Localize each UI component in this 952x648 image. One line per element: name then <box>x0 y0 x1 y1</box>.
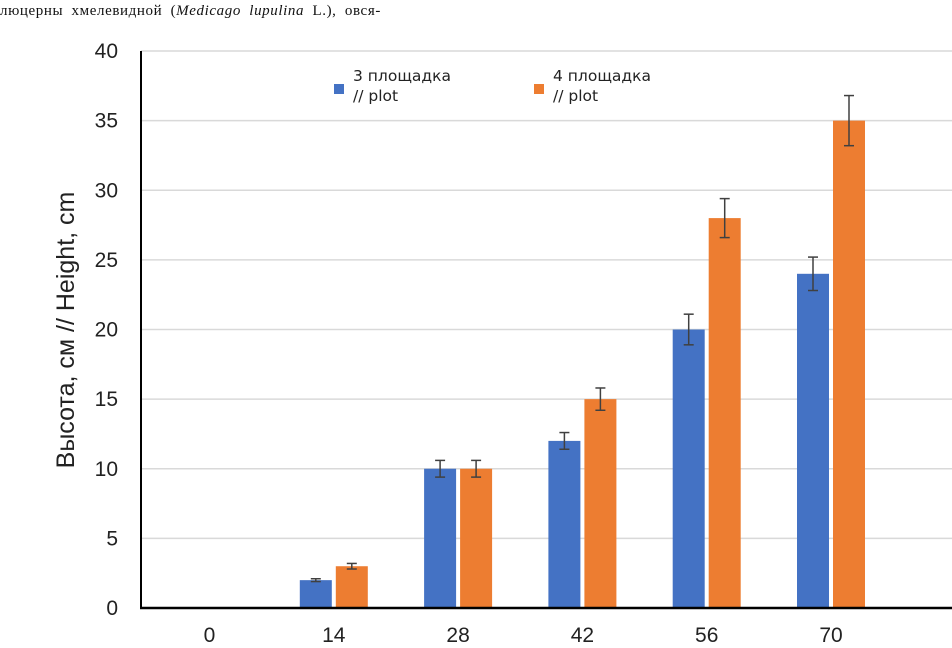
y-tick-label: 0 <box>106 597 118 620</box>
legend-swatch <box>334 84 344 94</box>
caption-suffix: L.), овся- <box>304 3 381 19</box>
y-tick-label: 20 <box>95 319 118 342</box>
gridlines <box>141 50 952 540</box>
error-bars <box>310 94 854 583</box>
legend-label: 4 площадка <box>553 67 651 85</box>
y-tick-labels: 0 5 10 15 20 25 30 35 40 <box>95 40 118 620</box>
y-tick-label: 25 <box>95 249 118 272</box>
y-tick-label: 30 <box>95 179 118 202</box>
bar <box>672 329 705 608</box>
document-caption-text: люцерны хмелевидной (Medicago lupulina L… <box>0 0 952 26</box>
x-tick-label: 28 <box>446 624 469 647</box>
bar <box>424 468 457 608</box>
x-tick-label: 42 <box>571 624 594 647</box>
y-tick-label: 10 <box>95 458 118 481</box>
caption-prefix: люцерны хмелевидной ( <box>0 3 177 19</box>
legend-swatch <box>534 84 544 94</box>
caption-species-name: Medicago lupulina <box>176 3 305 19</box>
bar <box>708 218 741 608</box>
x-tick-label: 0 <box>204 624 216 647</box>
axes <box>140 51 952 610</box>
y-tick-label: 35 <box>95 110 118 133</box>
bar <box>584 399 617 608</box>
bar <box>548 440 581 608</box>
x-tick-labels: 0 14 28 42 56 70 <box>204 624 843 647</box>
y-tick-label: 40 <box>95 40 118 63</box>
x-tick-label: 14 <box>322 624 346 647</box>
y-tick-label: 5 <box>106 527 118 550</box>
bar <box>797 273 829 608</box>
x-tick-label: 56 <box>695 624 718 647</box>
legend-label: // plot <box>553 87 598 105</box>
legend-label: // plot <box>353 87 398 105</box>
bar <box>335 566 368 608</box>
bar <box>299 580 332 608</box>
legend-label: 3 площадка <box>353 67 451 85</box>
y-axis-label: Высота, см // Height, cm <box>52 192 80 469</box>
x-tick-label: 70 <box>819 624 842 647</box>
bar <box>460 468 493 608</box>
y-tick-label: 15 <box>95 388 118 411</box>
bar <box>833 120 865 608</box>
legend: 3 площадка // plot 4 площадка // plot <box>334 67 651 105</box>
bars <box>299 120 865 608</box>
